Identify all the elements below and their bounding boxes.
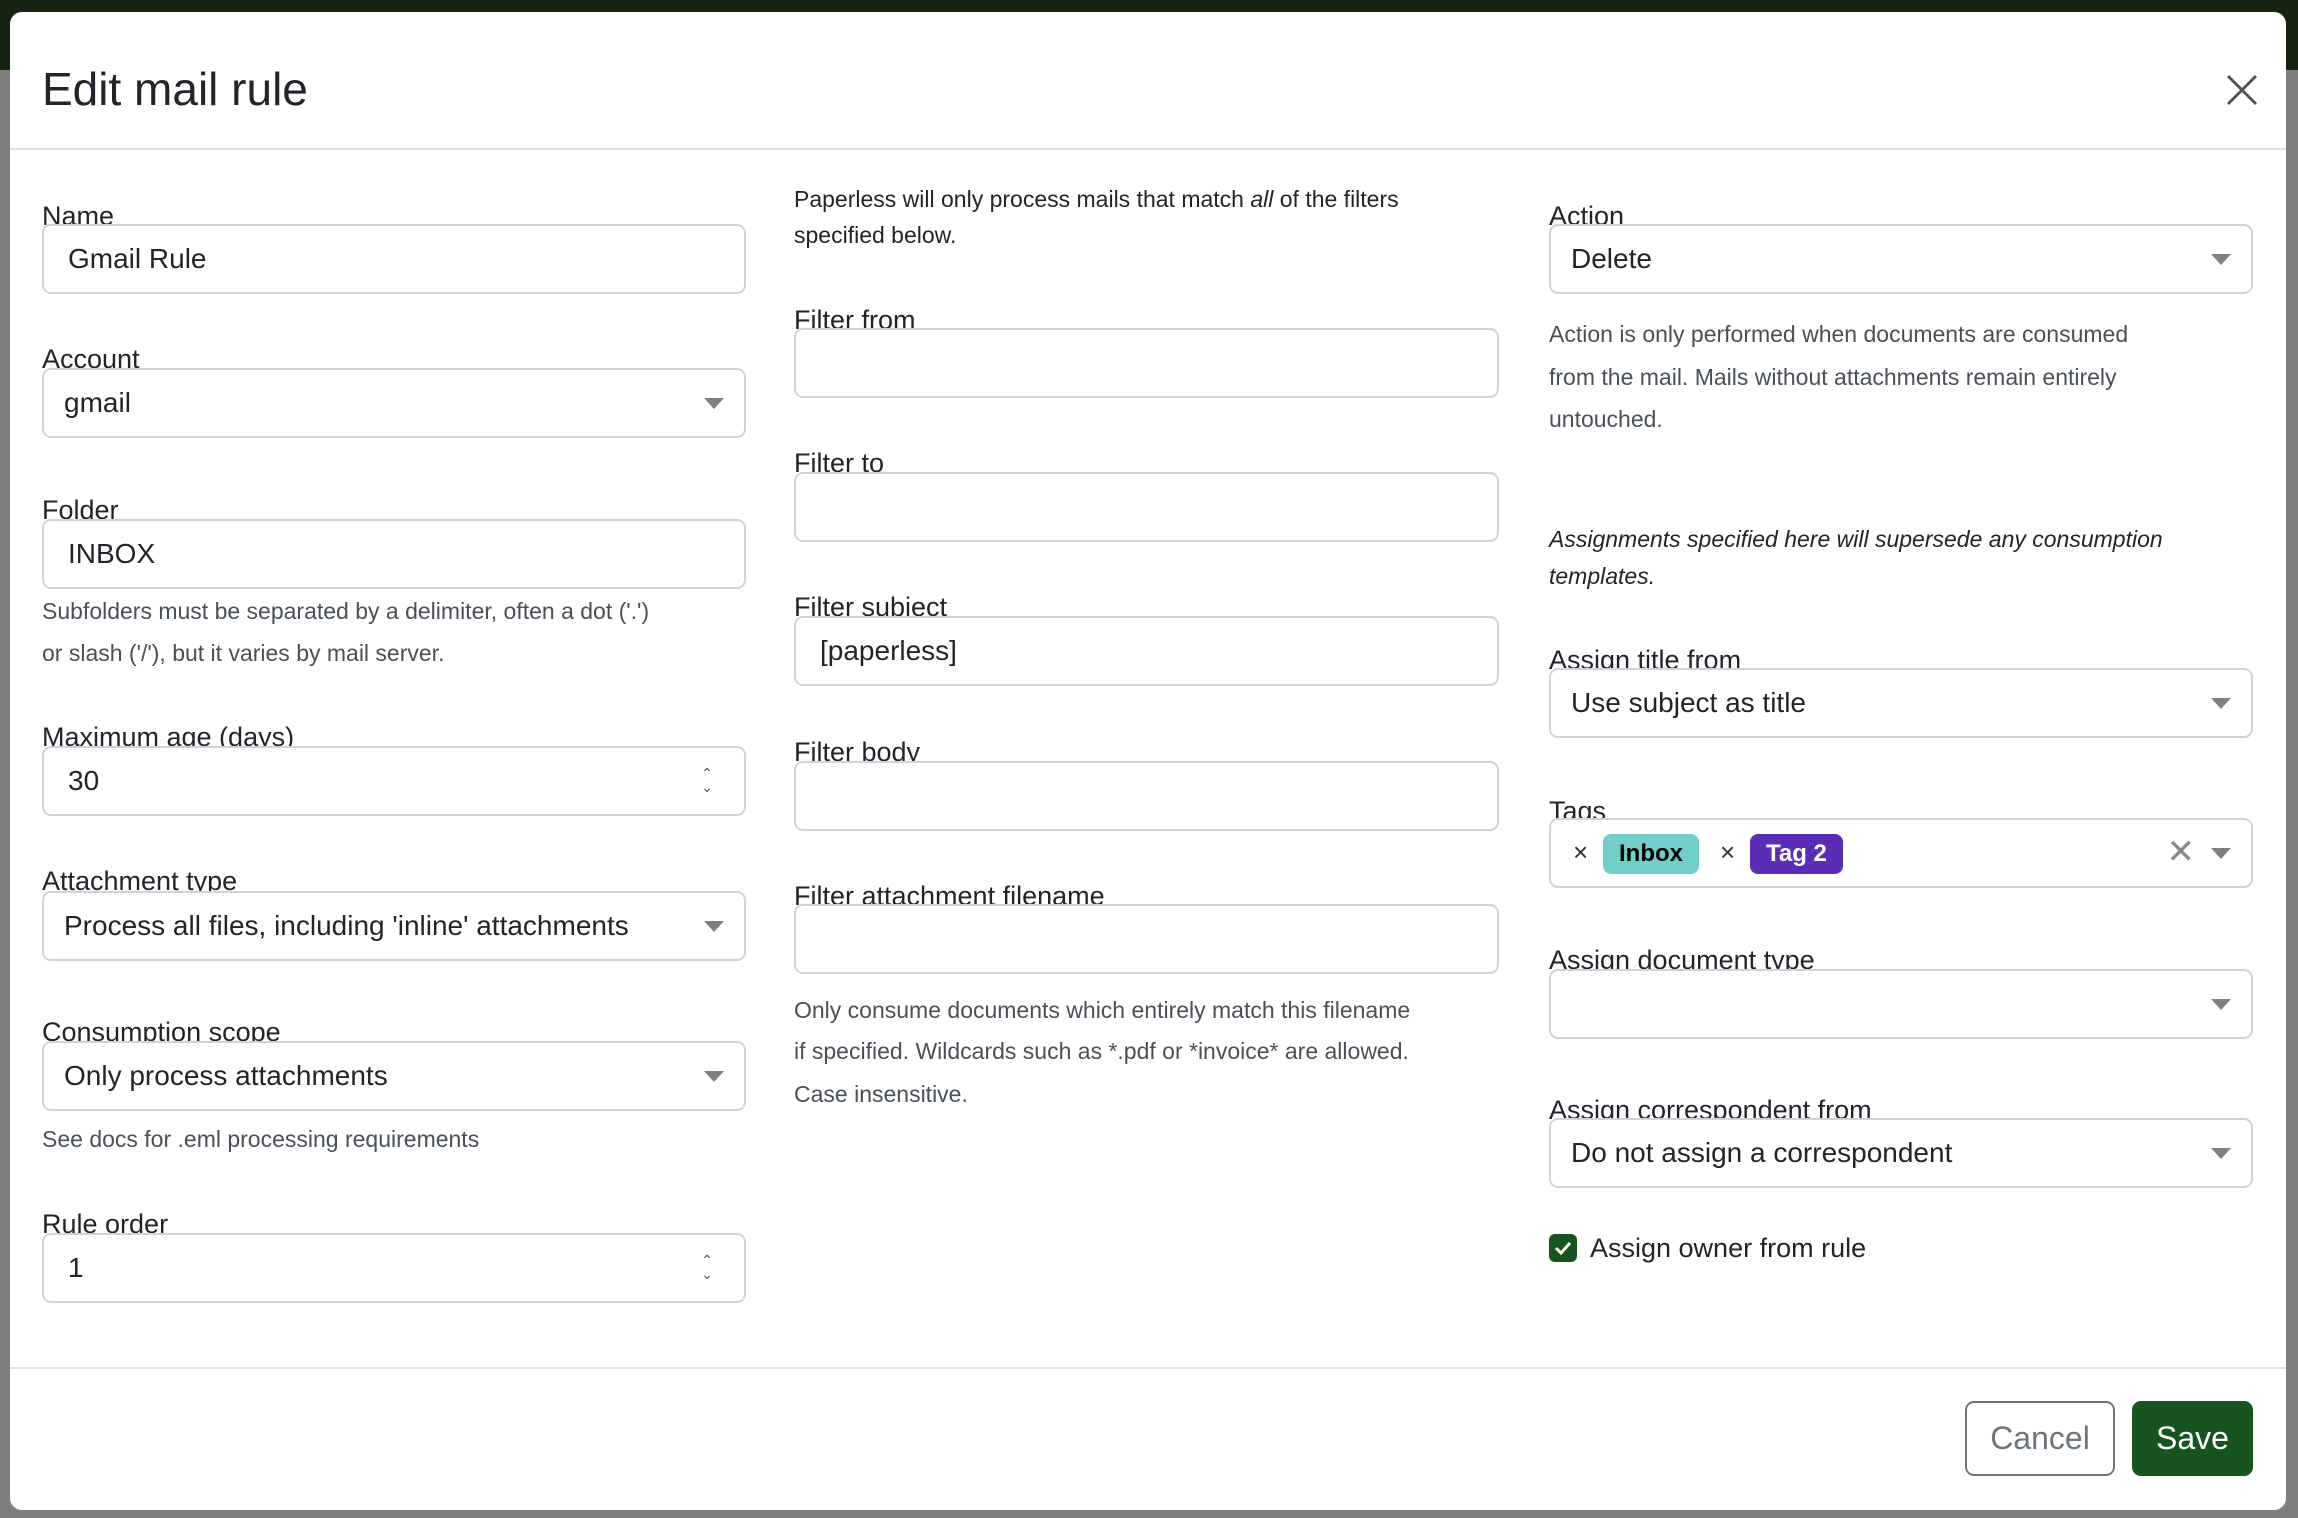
filter-to-input[interactable] <box>794 472 1499 542</box>
max-age-value: 30 <box>68 765 100 796</box>
filters-intro: Paperless will only process mails that m… <box>794 181 1499 217</box>
filter-attachment-help-3: Case insensitive. <box>794 1081 968 1107</box>
folder-help-2: or slash ('/'), but it varies by mail se… <box>42 640 445 666</box>
name-input[interactable]: Gmail Rule <box>42 224 746 294</box>
chevron-down-icon <box>704 398 724 409</box>
intro-emphasis: all <box>1250 186 1274 212</box>
assign-owner-label[interactable]: Assign owner from rule <box>1590 1233 1867 1263</box>
filter-from-input[interactable] <box>794 328 1499 398</box>
chevron-down-icon <box>2211 1148 2231 1159</box>
intro-text: Paperless will only process mails that m… <box>794 186 1251 212</box>
tag-2: Tag 2 <box>1750 834 1843 874</box>
rule-order-input[interactable]: 1 ⌃ ⌄ <box>42 1233 746 1303</box>
attachment-type-select[interactable]: Process all files, including 'inline' at… <box>42 891 746 961</box>
action-help-2: from the mail. Mails without attachments… <box>1549 364 2117 390</box>
doc-type-select[interactable] <box>1549 969 2253 1039</box>
remove-tag-icon[interactable]: × <box>1573 837 1589 867</box>
account-value: gmail <box>64 387 131 418</box>
action-value: Delete <box>1571 243 1652 274</box>
footer-divider <box>10 1367 2286 1369</box>
assign-title-select[interactable]: Use subject as title <box>1549 668 2253 738</box>
folder-input[interactable]: INBOX <box>42 519 746 589</box>
action-help-3: untouched. <box>1549 406 1663 432</box>
checkmark-icon <box>1554 1241 1572 1256</box>
consumption-scope-select[interactable]: Only process attachments <box>42 1041 746 1111</box>
close-icon[interactable] <box>2220 68 2264 112</box>
chevron-down-icon <box>2211 698 2231 709</box>
consumption-scope-value: Only process attachments <box>64 1060 388 1091</box>
correspondent-value: Do not assign a correspondent <box>1571 1137 1953 1168</box>
chevron-down-icon <box>704 921 724 932</box>
intro-text-end: of the filters <box>1273 186 1399 212</box>
assign-title-value: Use subject as title <box>1571 687 1806 718</box>
chevron-down-icon <box>2211 254 2231 265</box>
chevron-down-icon <box>704 1071 724 1082</box>
action-help-1: Action is only performed when documents … <box>1549 321 2129 347</box>
action-select[interactable]: Delete <box>1549 224 2253 294</box>
dialog-title: Edit mail rule <box>42 63 308 115</box>
tags-select[interactable]: × Inbox × Tag 2 ✕ <box>1549 818 2253 888</box>
consumption-scope-help[interactable]: See docs for .eml processing requirement… <box>42 1126 480 1152</box>
assignments-note-1: Assignments specified here will supersed… <box>1549 526 2163 552</box>
filter-attachment-help-1: Only consume documents which entirely ma… <box>794 997 1411 1023</box>
spinner-icon[interactable]: ⌃ ⌄ <box>701 1252 713 1282</box>
cancel-button[interactable]: Cancel <box>1965 1401 2115 1476</box>
filter-attachment-input[interactable] <box>794 904 1499 974</box>
filter-body-input[interactable] <box>794 761 1499 831</box>
account-select[interactable]: gmail <box>42 368 746 438</box>
attachment-type-value: Process all files, including 'inline' at… <box>64 910 629 941</box>
filter-subject-input[interactable]: [paperless] <box>794 616 1499 686</box>
max-age-input[interactable]: 30 ⌃ ⌄ <box>42 746 746 816</box>
save-button[interactable]: Save <box>2132 1401 2253 1476</box>
clear-all-icon[interactable]: ✕ <box>2166 833 2196 871</box>
remove-tag-icon[interactable]: × <box>1720 837 1736 867</box>
spinner-icon[interactable]: ⌃ ⌄ <box>701 765 713 795</box>
correspondent-select[interactable]: Do not assign a correspondent <box>1549 1118 2253 1188</box>
chevron-down-icon <box>2211 848 2231 859</box>
filters-intro-line2: specified below. <box>794 222 957 248</box>
header-divider <box>10 148 2286 150</box>
tag-inbox: Inbox <box>1603 834 1699 874</box>
folder-help-1: Subfolders must be separated by a delimi… <box>42 598 650 624</box>
chevron-down-icon <box>2211 999 2231 1010</box>
filter-attachment-help-2: if specified. Wildcards such as *.pdf or… <box>794 1038 1409 1064</box>
edit-mail-rule-dialog: Edit mail rule Name Gmail Rule Account g… <box>10 12 2286 1510</box>
rule-order-value: 1 <box>68 1252 84 1283</box>
assign-owner-checkbox[interactable] <box>1549 1234 1577 1262</box>
assignments-note-2: templates. <box>1549 563 1656 589</box>
